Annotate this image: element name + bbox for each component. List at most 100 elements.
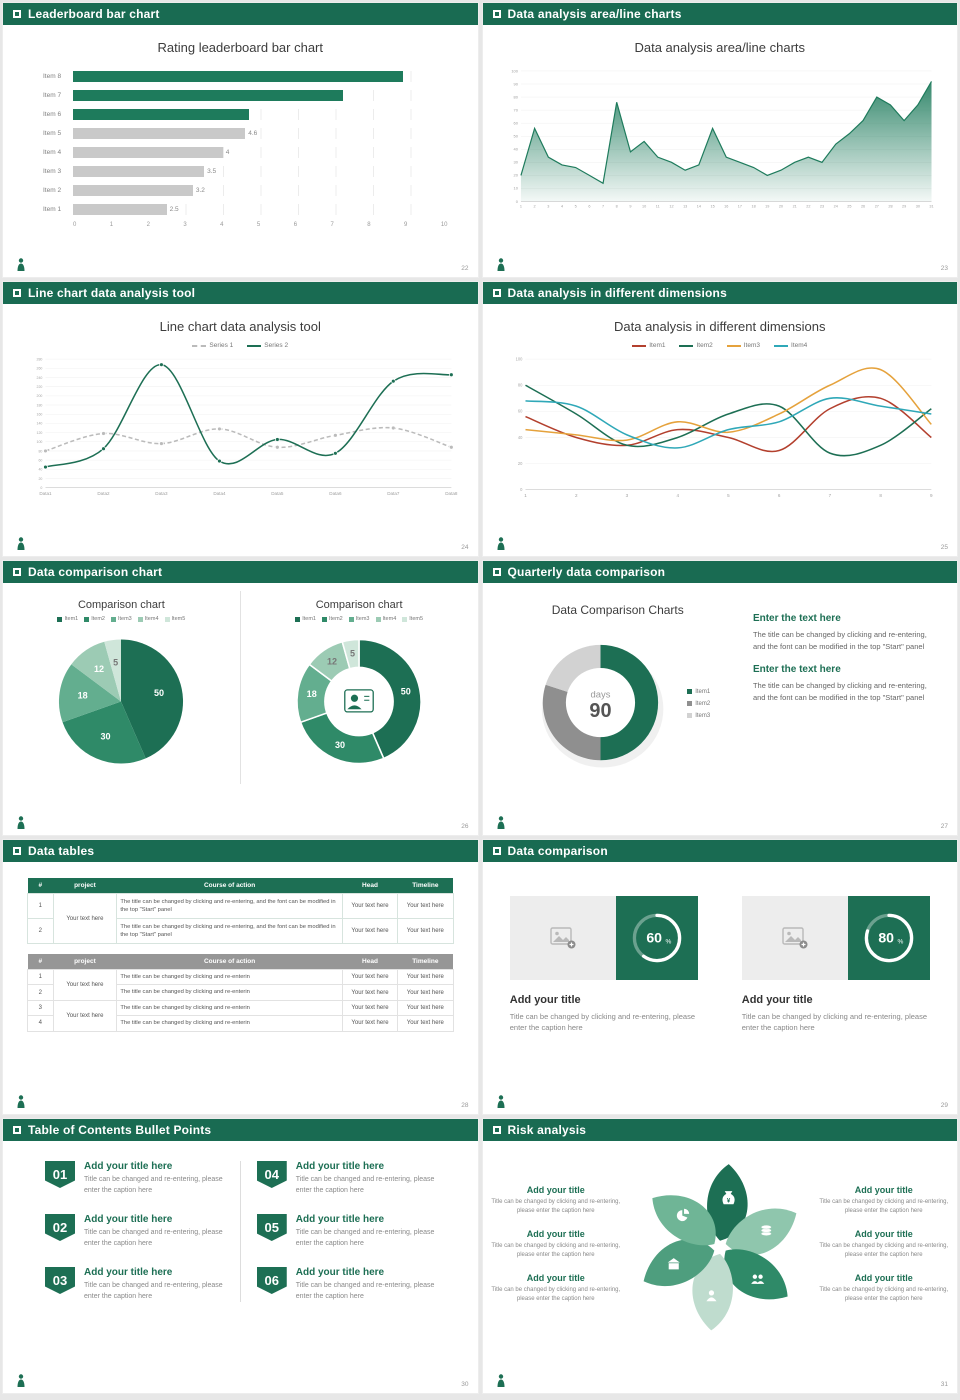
x-tick-label: 13 [683,204,687,208]
bar-track: 3.5 [73,166,448,177]
slide-table-of-contents[interactable]: Table of Contents Bullet Points 01 Add y… [3,1119,478,1393]
progress-panel: 80% [847,896,930,980]
slide-dimensions-line-chart[interactable]: Data analysis in different dimensions Da… [482,282,957,556]
multi-line-chart: Item1 Item2 Item3 Item4 0 20 40 60 80 100 1 2 3 4 5 6 7 8… [501,342,940,504]
legend-item: Item1 [632,342,665,349]
chart-legend: Item1 Item2 Item3 [687,689,710,719]
toc-number-badge: 01 [45,1161,75,1188]
y-tick-label: 0 [515,199,518,204]
bar-row: Item 3 3.5 [43,162,448,181]
slice-value-label: 30 [101,732,111,742]
slide-title-bar: Data comparison [482,840,957,862]
x-tick-label: 14 [696,204,700,208]
legend-marker [321,616,327,622]
legend-label: Item4 [144,616,159,622]
x-tick-label: 9 [930,493,933,498]
progress-ring: 80% [864,913,913,963]
ring-percent-sign: % [897,939,903,946]
x-tick-label: 7 [330,222,334,228]
page-number: 31 [940,1381,948,1388]
card-title: Add your title [741,994,813,1006]
y-tick-label: 30 [513,160,518,165]
slide-line-chart-tool[interactable]: Line chart data analysis tool Line chart… [3,282,478,556]
toc-item-caption: Title can be changed and re-entering, pl… [84,1176,223,1194]
legend-marker [375,616,381,622]
table-row: 4 The title can be changed by clicking a… [27,1015,454,1032]
x-tick-label: 6 [777,493,780,498]
bar-track: 4 [73,147,448,158]
x-tick-label: 18 [751,204,755,208]
y-tick-label: 200 [36,394,42,398]
slice-value-label: 5 [114,658,119,668]
table-header-cell: Head [342,878,398,894]
toc-item-caption: Title can be changed and re-entering, pl… [84,1229,223,1247]
legend-marker [632,344,647,347]
slide-title-bar: Leaderboard bar chart [3,3,478,25]
risk-item-title: Add your title [854,1272,913,1283]
legend-item: Item2 [321,616,343,622]
line-chart: Series 1 Series 2 0 20 40 60 80 100 120 140 160 180… [21,342,460,502]
area-fill [520,81,932,202]
wheel-blade [643,1239,715,1287]
y-tick-label: 60 [517,409,522,414]
x-tick-label: 10 [642,204,646,208]
slide-area-line-charts[interactable]: Data analysis area/line charts Data anal… [482,3,957,277]
bar-category-label: Item 3 [43,168,62,175]
slide-title: Data tables [28,844,95,858]
bar-row: Item 6 [43,105,448,124]
x-tick-label: 24 [833,204,837,208]
toc-number-badge: 03 [45,1267,75,1294]
wheel-blade [724,1249,788,1300]
data-point [217,458,222,464]
text-block: Enter the text here The title can be cha… [753,664,933,703]
page-number: 29 [940,1102,948,1109]
mascot-logo-icon [17,1095,25,1108]
table-header-cell: Timeline [397,954,453,970]
data-point [159,362,164,367]
bar-category-label: Item 4 [43,149,62,156]
toc-item: 03 Add your title here Title can be chan… [45,1267,224,1302]
y-tick-label: 40 [517,435,522,440]
table-row: 3 Your text here The title can be change… [27,999,454,1032]
table-header-cell: Course of action [116,954,343,970]
slide-quarterly-data-comparison[interactable]: Quarterly data comparison Data Compariso… [482,561,957,835]
table-cell: 1 [27,968,54,986]
x-tick-label: 16 [724,204,728,208]
data-point [275,444,280,450]
legend-item: Series 2 [247,342,288,349]
slide-data-tables[interactable]: Data tables # project Course of action H… [3,840,478,1114]
chart-legend: Series 1 Series 2 [21,342,460,349]
page-number: 27 [940,823,948,830]
comparison-card: 80% Add your title Title can be changed … [741,896,930,1034]
ring-percent-sign: % [665,939,671,946]
money-bag-icon: ¥ [722,1191,735,1205]
image-placeholder [741,896,848,980]
pie-chart-icon [676,1208,689,1222]
x-tick-label: 10 [440,222,448,228]
x-tick-label: 3 [183,222,187,228]
slide-risk-analysis[interactable]: Risk analysis Add your title Title can b… [482,1119,957,1393]
line-chart-svg: 0 20 40 60 80 100 120 140 160 180 200 220 240 260 280 D… [36,357,458,496]
y-tick-label: 240 [36,376,42,380]
x-tick-label: 4 [560,204,562,208]
slide-data-comparison-cards[interactable]: Data comparison 60% [482,840,957,1114]
table-cell: 2 [27,918,54,944]
bar [73,147,223,158]
bank-icon [667,1258,680,1270]
data-point [333,433,338,438]
legend-item: Item3 [687,713,710,719]
x-tick-label: 3 [547,204,549,208]
risk-item: Add your title Title can be changed by c… [489,1273,623,1304]
chart-title: Rating leaderboard bar chart [157,40,324,55]
legend-label: Item1 [695,688,711,695]
table-header-cell: Timeline [397,878,453,894]
axis-spacer [43,222,73,228]
slide-data-comparison-chart[interactable]: Data comparison chart Comparison chart I… [3,561,478,835]
x-tick-label: Data4 [213,491,226,496]
ring-percent-value: 60 [646,930,662,946]
x-tick-label: Data8 [445,491,458,496]
table-row: 1 Your text here The title can be change… [27,893,454,944]
slide-leaderboard-bar-chart[interactable]: Leaderboard bar chart Rating leaderboard… [3,3,478,277]
y-tick-label: 10 [513,186,518,191]
